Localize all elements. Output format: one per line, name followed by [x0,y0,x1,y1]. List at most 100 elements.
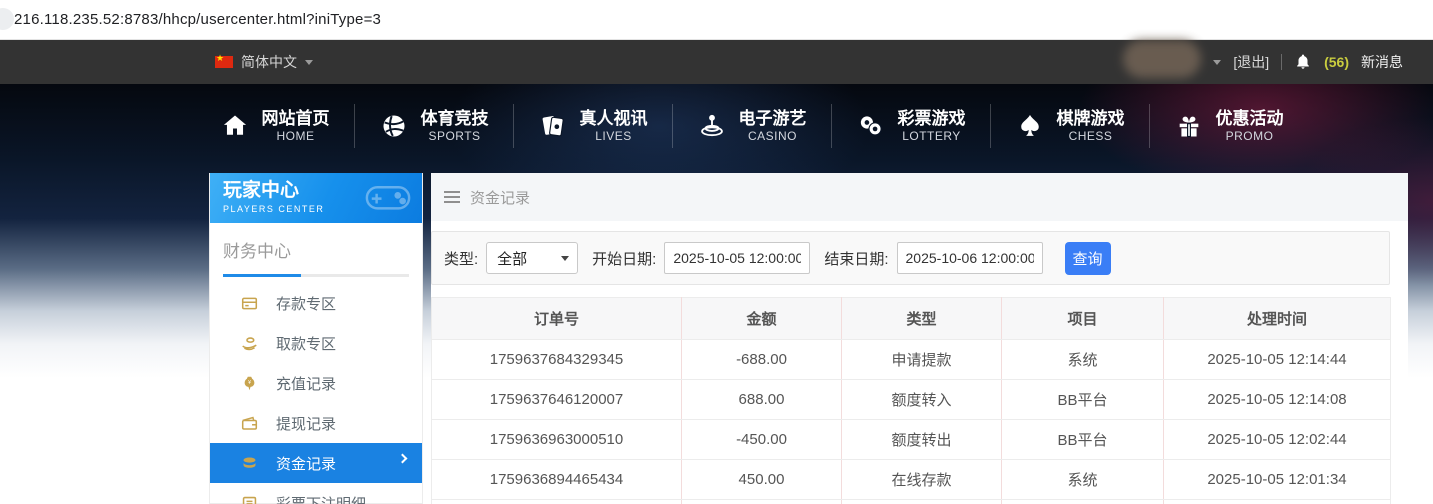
nav-label-zh: 优惠活动 [1215,108,1284,128]
chevron-down-icon[interactable] [1213,59,1222,65]
type-select[interactable]: 全部 [486,242,579,274]
column-header: 处理时间 [1163,297,1391,340]
nav-divider [671,104,673,148]
nav-divider [1148,104,1150,148]
hand-cash-icon [241,335,258,352]
bell-icon[interactable] [1294,53,1312,71]
sidebar-menu: 存款专区取款专区 ¥ 充值记录提现记录资金记录彩票下注明细 [210,283,422,504]
table-cell [431,499,682,504]
cards-icon [538,111,568,141]
new-messages-link[interactable]: 新消息 [1361,54,1403,70]
nav-label-zh: 体育竞技 [420,108,489,128]
table-cell [1163,499,1391,504]
table-header-row: 订单号 金额 类型 项目 处理时间 [431,297,1391,340]
sidebar-item-label: 存款专区 [276,295,337,313]
table-cell: 688.00 [681,379,842,420]
section-underline [223,274,409,277]
table-cell: -450.00 [681,419,842,460]
sidebar-item-label: 资金记录 [276,455,337,473]
table-cell: 1759636963000510 [431,419,682,460]
table-cell: 2025-10-05 12:02:44 [1163,419,1391,460]
funds-table-body: 1759637684329345 -688.00 申请提款 系统 2025-10-05 … [431,339,1391,504]
table-cell: BB平台 [1001,419,1164,460]
nav-label-en: SPORTS [428,129,481,144]
username-redacted[interactable] [1123,40,1202,78]
search-button[interactable]: 查询 [1064,241,1111,275]
funds-table: 订单号 金额 类型 项目 处理时间 1759637684329345 -688.00 申请提… [431,297,1391,504]
sidebar-item-label: 彩票下注明细 [276,495,367,504]
table-cell: 额度转入 [841,379,1002,420]
language-label: 简体中文 [241,54,297,70]
nav-label-en: PROMO [1225,129,1274,144]
nav-label-en: LOTTERY [902,129,961,144]
nav-label-zh: 真人视讯 [579,108,648,128]
nav-label-zh: 网站首页 [261,108,330,128]
main-nav: 网站首页 HOME 体育竞技 SPORTS 真人视讯 LIVES 电子游艺 CASINO 彩票游… [0,84,1433,168]
nav-item-lottery[interactable]: 彩票游戏 LOTTERY [832,108,990,144]
table-cell: 1759637684329345 [431,339,682,380]
table-cell: 申请提款 [841,339,1002,380]
end-date-label: 结束日期: [824,250,889,268]
list-icon [241,495,258,504]
sidebar-section: 财务中心 [210,223,422,277]
nav-item-casino[interactable]: 电子游艺 CASINO [673,108,831,144]
table-cell: 1759637646120007 [431,379,682,420]
nav-item-chess[interactable]: 棋牌游戏 CHESS [991,108,1149,144]
sidebar-subtitle: PLAYERS CENTER [223,203,325,214]
player-center-sidebar: 玩家中心 PLAYERS CENTER 财务中心 存款专区 取款专区 ¥ 充值记录 提现… [209,173,423,504]
sidebar-item-彩票下注明细[interactable]: 彩票下注明细 [210,483,422,504]
funds-table-head: 订单号 金额 类型 项目 处理时间 [431,297,1391,340]
logout-button[interactable]: [退出] [1233,54,1270,70]
svg-text:¥: ¥ [248,379,251,385]
breadcrumb-title: 资金记录 [470,189,531,207]
table-cell: 450.00 [681,459,842,500]
sidebar-item-存款专区[interactable]: 存款专区 [210,283,422,323]
sidebar-item-提现记录[interactable]: 提现记录 [210,403,422,443]
nav-item-lives[interactable]: 真人视讯 LIVES [514,108,672,144]
nav-label-zh: 电子游艺 [738,108,807,128]
table-cell: 系统 [1001,339,1164,380]
table-cell: -688.00 [681,339,842,380]
browser-address-bar[interactable]: 216.118.235.52:8783/hhcp/usercenter.html… [0,0,1433,40]
filter-bar: 类型: 全部 开始日期: 结束日期: 查询 [431,231,1390,285]
nav-item-sports[interactable]: 体育竞技 SPORTS [355,108,513,144]
sidebar-item-资金记录[interactable]: 资金记录 [210,443,422,483]
sidebar-item-label: 充值记录 [276,375,337,393]
table-cell: BB平台 [1001,379,1164,420]
sidebar-item-label: 提现记录 [276,415,337,433]
sports-ball-icon [379,111,409,141]
end-date-input[interactable] [896,242,1043,274]
table-row: 1759636894465434 450.00 在线存款 系统 2025-10-05 1… [431,459,1391,500]
table-cell: 2025-10-05 12:14:08 [1163,379,1391,420]
nav-label-zh: 棋牌游戏 [1056,108,1125,128]
nav-item-promo[interactable]: 优惠活动 PROMO [1150,108,1308,144]
coins-icon [241,455,258,472]
url-text[interactable]: 216.118.235.52:8783/hhcp/usercenter.html… [14,11,382,28]
start-date-label: 开始日期: [592,250,657,268]
table-cell: 系统 [1001,459,1164,500]
message-count[interactable]: (56) [1324,54,1349,70]
sidebar-item-取款专区[interactable]: 取款专区 [210,323,422,363]
china-flag-icon: ★ [215,53,233,68]
wallet-icon [241,415,258,432]
money-bag-icon: ¥ [241,375,258,392]
start-date-input[interactable] [664,242,811,274]
language-selector[interactable]: ★ 简体中文 [215,40,313,84]
nav-label-en: HOME [276,129,315,144]
table-cell: 额度转出 [841,419,1002,460]
column-header: 金额 [681,297,842,340]
table-cell [841,499,1002,504]
breadcrumb: 资金记录 [431,173,1408,221]
spade-icon [1015,111,1045,141]
nav-divider [353,104,355,148]
browser-tab-corner [0,8,14,30]
column-header: 项目 [1001,297,1164,340]
sidebar-item-充值记录[interactable]: ¥ 充值记录 [210,363,422,403]
gamepad-icon [362,177,414,222]
gift-icon [1174,111,1204,141]
hamburger-icon[interactable] [444,191,460,203]
nav-item-home[interactable]: 网站首页 HOME [196,108,354,144]
chevron-right-icon [397,453,408,464]
chevron-down-icon [305,59,313,65]
